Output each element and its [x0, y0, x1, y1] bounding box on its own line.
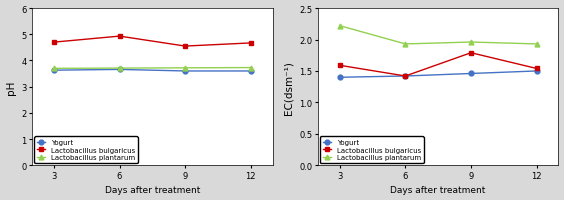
Line: Lactobacillus bulgaricus: Lactobacillus bulgaricus — [337, 51, 539, 79]
Lactobacillus plantarum — [533, 43, 540, 46]
Lactobacillus bulgaricus — [533, 68, 540, 70]
Legend: Yogurt, Lactobacillus bulgaricus, Lactobacillus plantarum: Yogurt, Lactobacillus bulgaricus, Lactob… — [320, 137, 424, 163]
X-axis label: Days after treatment: Days after treatment — [390, 186, 486, 194]
Lactobacillus plantarum — [116, 68, 123, 70]
Lactobacillus bulgaricus — [182, 46, 188, 48]
Yogurt — [51, 70, 58, 72]
Line: Lactobacillus bulgaricus: Lactobacillus bulgaricus — [51, 35, 253, 49]
Lactobacillus bulgaricus — [468, 52, 474, 55]
Yogurt — [116, 69, 123, 71]
Line: Lactobacillus plantarum: Lactobacillus plantarum — [337, 24, 539, 47]
Yogurt — [182, 70, 188, 73]
Lactobacillus plantarum — [248, 67, 254, 69]
Yogurt — [248, 70, 254, 73]
Lactobacillus bulgaricus — [336, 65, 343, 67]
Legend: Yogurt, Lactobacillus bulgaricus, Lactobacillus plantarum: Yogurt, Lactobacillus bulgaricus, Lactob… — [34, 137, 138, 163]
Line: Yogurt: Yogurt — [51, 68, 253, 74]
Lactobacillus plantarum — [51, 68, 58, 70]
Lactobacillus plantarum — [468, 42, 474, 44]
Lactobacillus bulgaricus — [402, 75, 409, 78]
Yogurt — [533, 70, 540, 73]
Line: Yogurt: Yogurt — [337, 69, 539, 80]
Lactobacillus plantarum — [402, 43, 409, 46]
X-axis label: Days after treatment: Days after treatment — [104, 186, 200, 194]
Line: Lactobacillus plantarum: Lactobacillus plantarum — [51, 66, 253, 71]
Lactobacillus bulgaricus — [116, 36, 123, 38]
Yogurt — [336, 77, 343, 79]
Yogurt — [468, 73, 474, 75]
Lactobacillus bulgaricus — [51, 42, 58, 44]
Lactobacillus plantarum — [182, 67, 188, 70]
Lactobacillus bulgaricus — [248, 43, 254, 45]
Yogurt — [402, 75, 409, 78]
Lactobacillus plantarum — [336, 25, 343, 28]
Y-axis label: pH: pH — [6, 80, 16, 94]
Y-axis label: EC(dsm⁻¹): EC(dsm⁻¹) — [284, 60, 294, 114]
